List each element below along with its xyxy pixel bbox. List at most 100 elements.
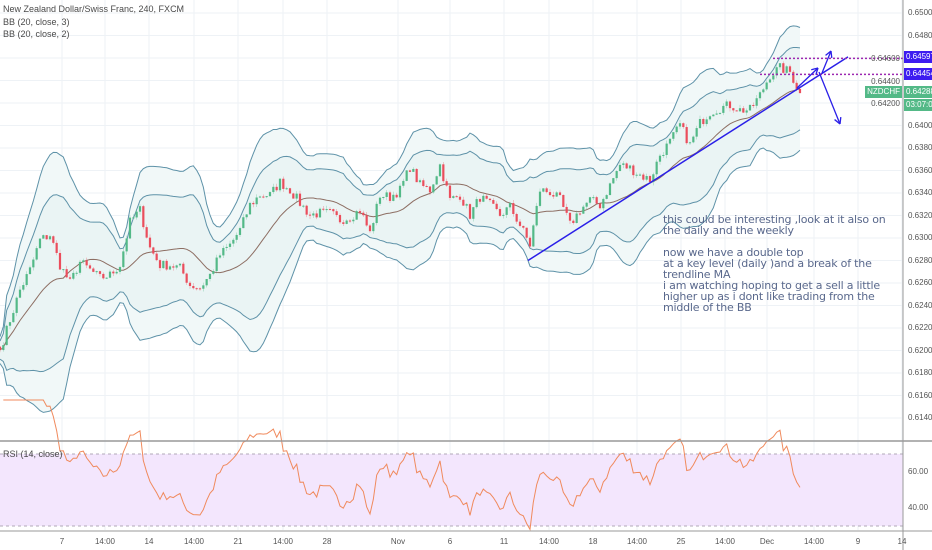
candle-body — [645, 176, 648, 180]
drawings[interactable] — [527, 50, 903, 262]
candle-body — [82, 260, 85, 262]
trendline — [527, 56, 849, 262]
candle-body — [235, 234, 238, 240]
candle-body — [262, 196, 265, 198]
candle-body — [195, 288, 198, 290]
candle-body — [732, 108, 735, 111]
symbol-title[interactable]: New Zealand Dollar/Swiss Franc, 240, FXC… — [3, 4, 185, 14]
candle-body — [465, 204, 468, 206]
price-tick-label: 0.64600 — [871, 54, 900, 63]
candle-body — [155, 253, 158, 261]
candle-body — [748, 104, 752, 111]
time-tick-label: 11 — [499, 537, 509, 546]
last-price-tag: 0.64288 — [904, 86, 932, 98]
candle-body — [225, 246, 228, 248]
candle-body — [578, 213, 582, 215]
time-tick-label: 28 — [322, 537, 332, 546]
annotation-text[interactable]: this could be interesting ,look at it al… — [663, 213, 886, 314]
candle-body — [112, 271, 115, 274]
candle-body — [272, 186, 275, 193]
candle-body — [328, 209, 332, 211]
candle-body — [55, 242, 58, 253]
candle-body — [792, 71, 795, 83]
candle-body — [32, 259, 35, 268]
candle-body — [468, 204, 472, 219]
candle-body — [382, 196, 385, 198]
rsi-tick-label: 60.00 — [908, 467, 929, 476]
candle-body — [688, 142, 692, 144]
indicator-bb2-label[interactable]: BB (20, close, 2) — [3, 29, 70, 39]
rsi-line — [3, 399, 801, 531]
candle-body — [288, 188, 292, 194]
candle-body — [58, 252, 62, 270]
candle-body — [495, 203, 498, 210]
candle-body — [35, 248, 38, 260]
candle-body — [448, 185, 452, 198]
candle-body — [148, 237, 152, 248]
candle-body — [685, 127, 688, 144]
candle-body — [565, 206, 568, 213]
candle-body — [95, 271, 98, 273]
indicator-bb3-label[interactable]: BB (20, close, 3) — [3, 17, 70, 27]
time-tick-label: 25 — [676, 537, 686, 546]
candle-body — [252, 202, 255, 205]
candle-body — [88, 265, 92, 269]
candle-body — [602, 198, 605, 209]
candle-body — [485, 195, 488, 199]
candle-body — [532, 225, 535, 247]
candle-body — [172, 266, 175, 268]
candle-body — [502, 214, 505, 216]
candle-body — [475, 199, 478, 208]
candle-body — [122, 251, 125, 268]
candle-body — [332, 209, 335, 212]
candle-body — [785, 66, 788, 73]
candle-body — [412, 168, 415, 172]
candle-body — [192, 285, 195, 289]
candle-body — [588, 197, 592, 203]
candle-body — [692, 136, 695, 143]
candle-body — [395, 194, 398, 198]
candle-body — [665, 143, 668, 155]
candle-body — [638, 174, 642, 176]
candle-body — [555, 192, 558, 197]
candle-body — [482, 195, 485, 202]
rsi-band-fill — [0, 454, 903, 526]
time-tick-label: 7 — [59, 537, 65, 546]
candle-body — [528, 237, 532, 247]
price-tick-label: 0.61400 — [908, 413, 932, 422]
candle-body — [438, 164, 442, 177]
countdown-tag: 03:07:05 — [904, 99, 932, 111]
rsi-tick-label: 40.00 — [908, 503, 929, 512]
candle-body — [178, 263, 182, 266]
candle-body — [568, 212, 572, 221]
candle-body — [445, 181, 448, 186]
candle-body — [598, 203, 602, 209]
candle-body — [78, 261, 82, 273]
level-low-tag: 0.64454 — [904, 68, 932, 80]
candle-body — [292, 193, 295, 199]
time-tick-label: 14:00 — [272, 537, 294, 546]
candle-body — [415, 168, 418, 183]
candle-body — [455, 196, 458, 198]
time-tick-label: 18 — [588, 537, 598, 546]
candle-body — [628, 165, 632, 169]
candle-body — [208, 273, 212, 280]
candle-body — [118, 267, 122, 272]
candle-body — [575, 213, 578, 224]
candle-body — [422, 180, 425, 187]
candle-body — [462, 199, 465, 206]
candle-body — [738, 108, 742, 112]
candle-body — [98, 271, 102, 274]
candle-body — [282, 178, 285, 189]
rsi-label[interactable]: RSI (14, close) — [3, 449, 63, 459]
candle-body — [515, 213, 518, 222]
candle-body — [452, 196, 455, 198]
candle-body — [388, 192, 392, 201]
candle-body — [702, 118, 705, 125]
candle-body — [315, 213, 318, 218]
candle-body — [655, 161, 658, 175]
